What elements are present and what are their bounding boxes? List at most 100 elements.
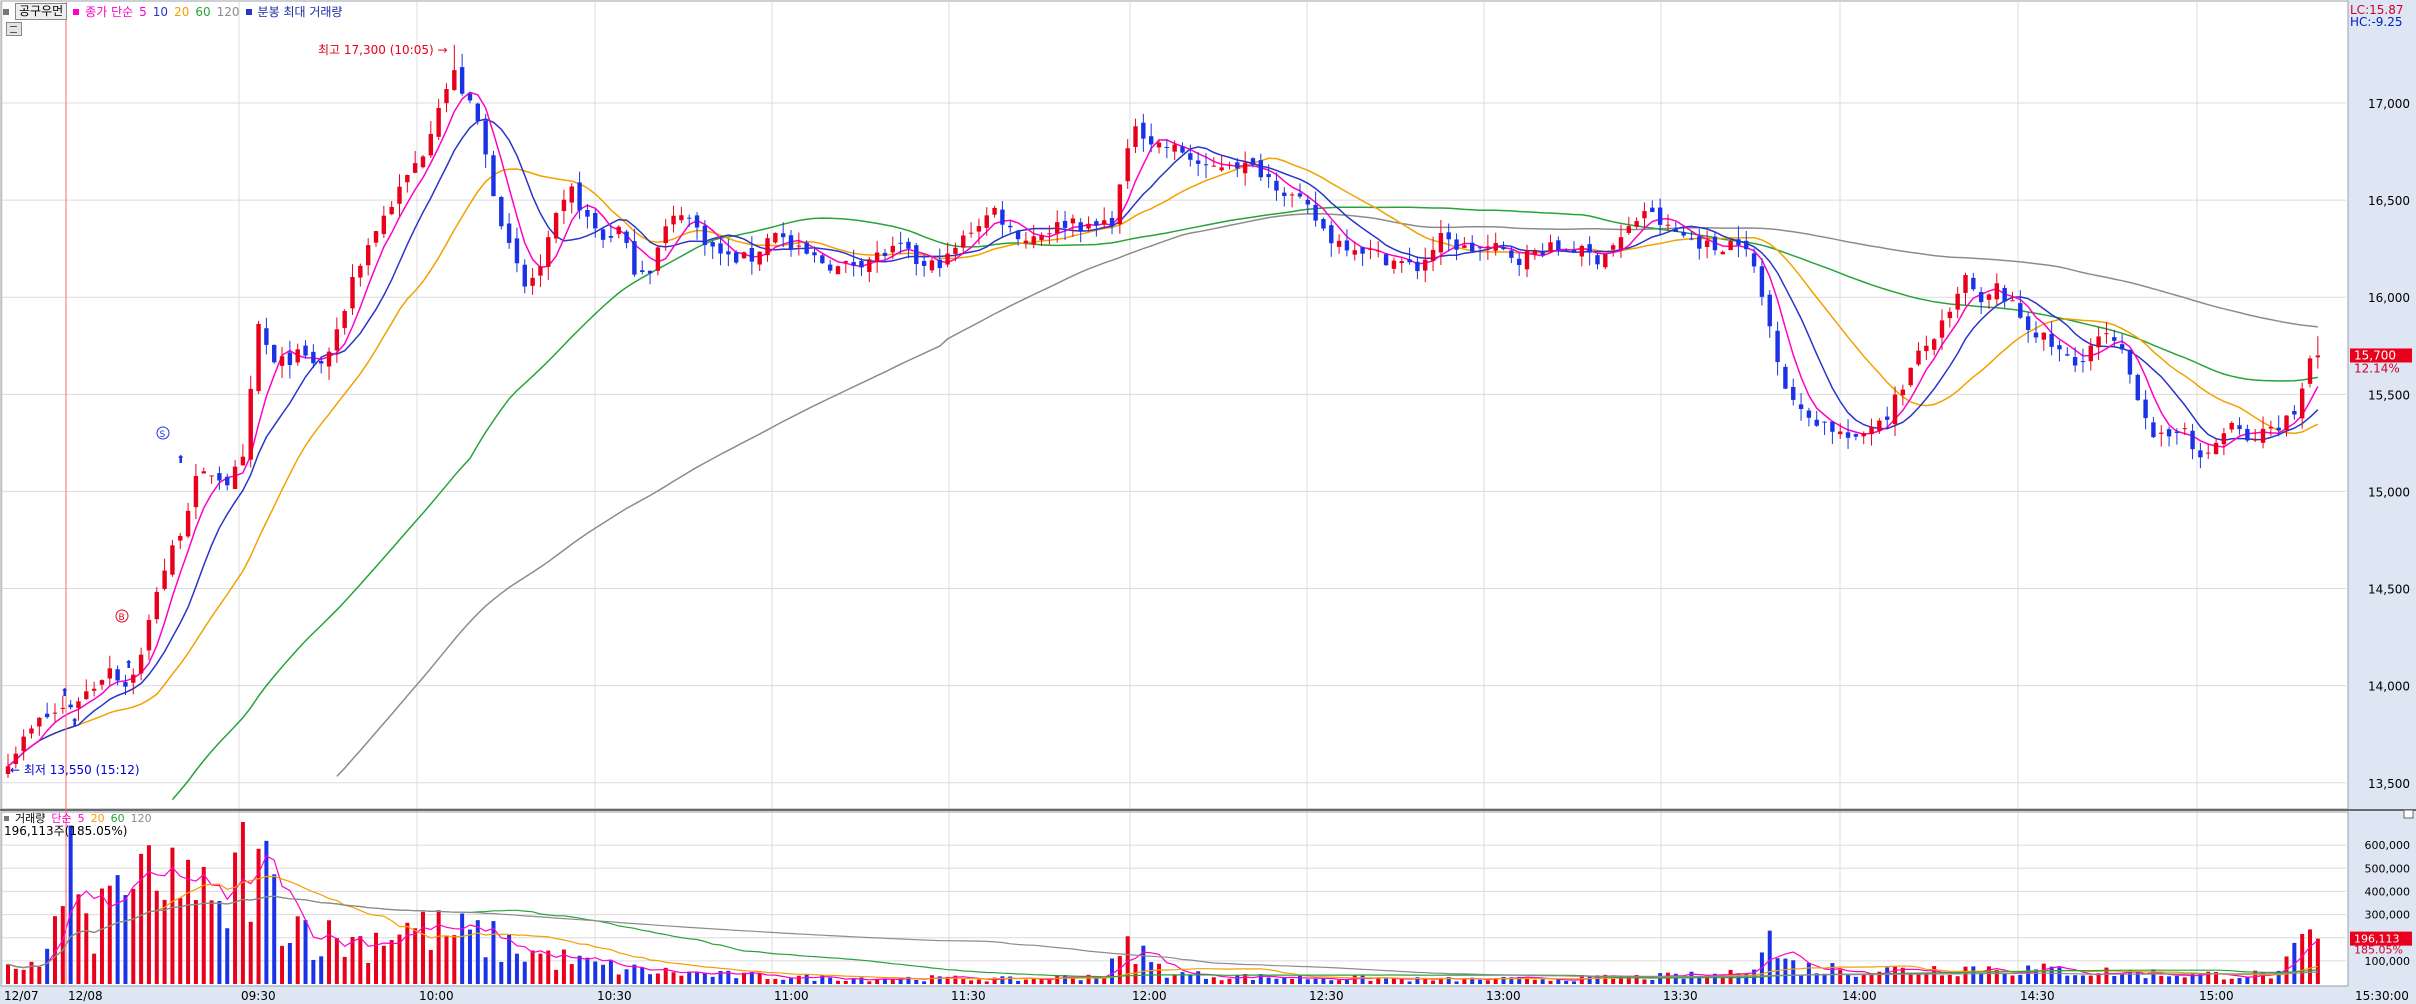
candle-body bbox=[514, 238, 520, 264]
candle-body bbox=[162, 570, 167, 590]
candle-body bbox=[1892, 394, 1898, 425]
volume-bar bbox=[1321, 978, 1326, 984]
volume-bar bbox=[295, 916, 300, 984]
volume-bar bbox=[726, 970, 731, 984]
volume-ma-period-120[interactable]: 120 bbox=[130, 811, 152, 825]
candle-body bbox=[1885, 416, 1890, 420]
left-arrow-icon: ← bbox=[10, 763, 21, 777]
candle-body bbox=[1986, 294, 1992, 300]
candle-body bbox=[1806, 410, 1812, 418]
volume-ma-period-20[interactable]: 20 bbox=[90, 811, 105, 825]
candle-body bbox=[138, 654, 144, 674]
candle-body bbox=[334, 329, 340, 351]
volume-bar bbox=[538, 953, 543, 984]
candle-body bbox=[1618, 237, 1624, 249]
volume-bar bbox=[311, 959, 316, 984]
volume-tick-label: 600,000 bbox=[2365, 839, 2411, 852]
volume-bar bbox=[749, 971, 754, 984]
ma-period-60[interactable]: 60 bbox=[195, 4, 211, 19]
volume-label[interactable]: 거래량 bbox=[15, 812, 46, 825]
volume-ma-label[interactable]: 단순 bbox=[51, 812, 72, 825]
candle-body bbox=[1180, 146, 1185, 153]
volume-bar bbox=[334, 938, 339, 984]
candle-body bbox=[1595, 255, 1600, 265]
candle-body bbox=[2229, 422, 2234, 430]
candle-body bbox=[13, 753, 19, 765]
volume-bar bbox=[131, 888, 136, 984]
volume-bar bbox=[1344, 979, 1349, 984]
volume-bar bbox=[851, 978, 856, 984]
volume-bar bbox=[2198, 973, 2203, 984]
volume-bar bbox=[2073, 975, 2078, 984]
candle-body bbox=[37, 717, 42, 727]
volume-bar bbox=[1947, 974, 1952, 984]
volume-bar bbox=[546, 950, 551, 984]
candle-body bbox=[757, 251, 762, 265]
candle-body bbox=[232, 466, 238, 489]
candle-body bbox=[1556, 240, 1561, 250]
volume-ma-period-60[interactable]: 60 bbox=[110, 811, 125, 825]
candle-body bbox=[2065, 354, 2070, 356]
volume-bar bbox=[1337, 980, 1342, 984]
volume-bar bbox=[2127, 970, 2132, 984]
candle-body bbox=[1446, 232, 1451, 240]
settings-icon[interactable] bbox=[6, 22, 22, 36]
volume-bar bbox=[1290, 978, 1295, 984]
volume-bar bbox=[1094, 977, 1099, 984]
volume-tick-label: 500,000 bbox=[2365, 862, 2411, 875]
ma-label[interactable]: 종가 단순 bbox=[85, 5, 134, 19]
candle-body bbox=[687, 217, 692, 219]
volume-bar bbox=[1603, 974, 1608, 984]
volume-bar bbox=[1368, 980, 1373, 984]
volume-bar bbox=[601, 964, 606, 984]
volume-bar bbox=[1681, 978, 1686, 984]
candle-body bbox=[21, 736, 26, 752]
volume-bar bbox=[1431, 980, 1436, 984]
volume-ma-period-5[interactable]: 5 bbox=[77, 811, 85, 825]
candle-body bbox=[773, 232, 778, 243]
candle-body bbox=[2018, 303, 2023, 318]
ma-period-5[interactable]: 5 bbox=[139, 4, 147, 19]
volume-bar bbox=[1250, 980, 1255, 984]
candle-body bbox=[694, 215, 700, 228]
candle-body bbox=[1321, 219, 1326, 229]
candle-body bbox=[804, 242, 809, 254]
volume-tick-label: 400,000 bbox=[2365, 885, 2411, 898]
volume-bar bbox=[1705, 975, 1710, 984]
max-volume-label[interactable]: 분봉 최대 거래량 bbox=[257, 5, 343, 19]
candle-body bbox=[2182, 428, 2187, 430]
volume-bar bbox=[6, 964, 10, 984]
volume-bar bbox=[499, 961, 504, 984]
volume-bar bbox=[679, 975, 684, 984]
candle-body bbox=[412, 163, 418, 173]
volume-bar bbox=[1572, 981, 1576, 984]
candle-body bbox=[1156, 142, 1162, 148]
candle-body bbox=[1736, 239, 1741, 246]
volume-bar bbox=[209, 900, 214, 984]
sell-badge-icon bbox=[156, 426, 170, 440]
low-marker-label: 최저 13,550 (15:12) bbox=[23, 763, 140, 777]
symbol-name[interactable]: 공구우먼 bbox=[15, 3, 68, 20]
volume-bar bbox=[976, 979, 981, 984]
candle-body bbox=[1704, 240, 1710, 248]
ma-period-20[interactable]: 20 bbox=[174, 4, 190, 19]
volume-bar bbox=[452, 935, 457, 984]
ma-period-10[interactable]: 10 bbox=[152, 4, 169, 19]
candle-body bbox=[146, 619, 152, 651]
volume-bar bbox=[1501, 976, 1506, 984]
candle-body bbox=[2315, 355, 2321, 358]
candle-body bbox=[2284, 415, 2289, 431]
candle-body bbox=[107, 668, 112, 679]
candle-body bbox=[1603, 254, 1608, 268]
volume-bar bbox=[374, 932, 379, 984]
candle-body bbox=[170, 545, 175, 575]
volume-bar bbox=[92, 953, 97, 984]
candle-body bbox=[467, 93, 473, 101]
volume-pane-toggle-icon bbox=[2403, 809, 2414, 819]
ma-period-120[interactable]: 120 bbox=[216, 4, 240, 19]
volume-bar bbox=[1227, 978, 1232, 984]
candle-body bbox=[1000, 209, 1005, 225]
time-tick-label: 10:30 bbox=[597, 989, 632, 1003]
